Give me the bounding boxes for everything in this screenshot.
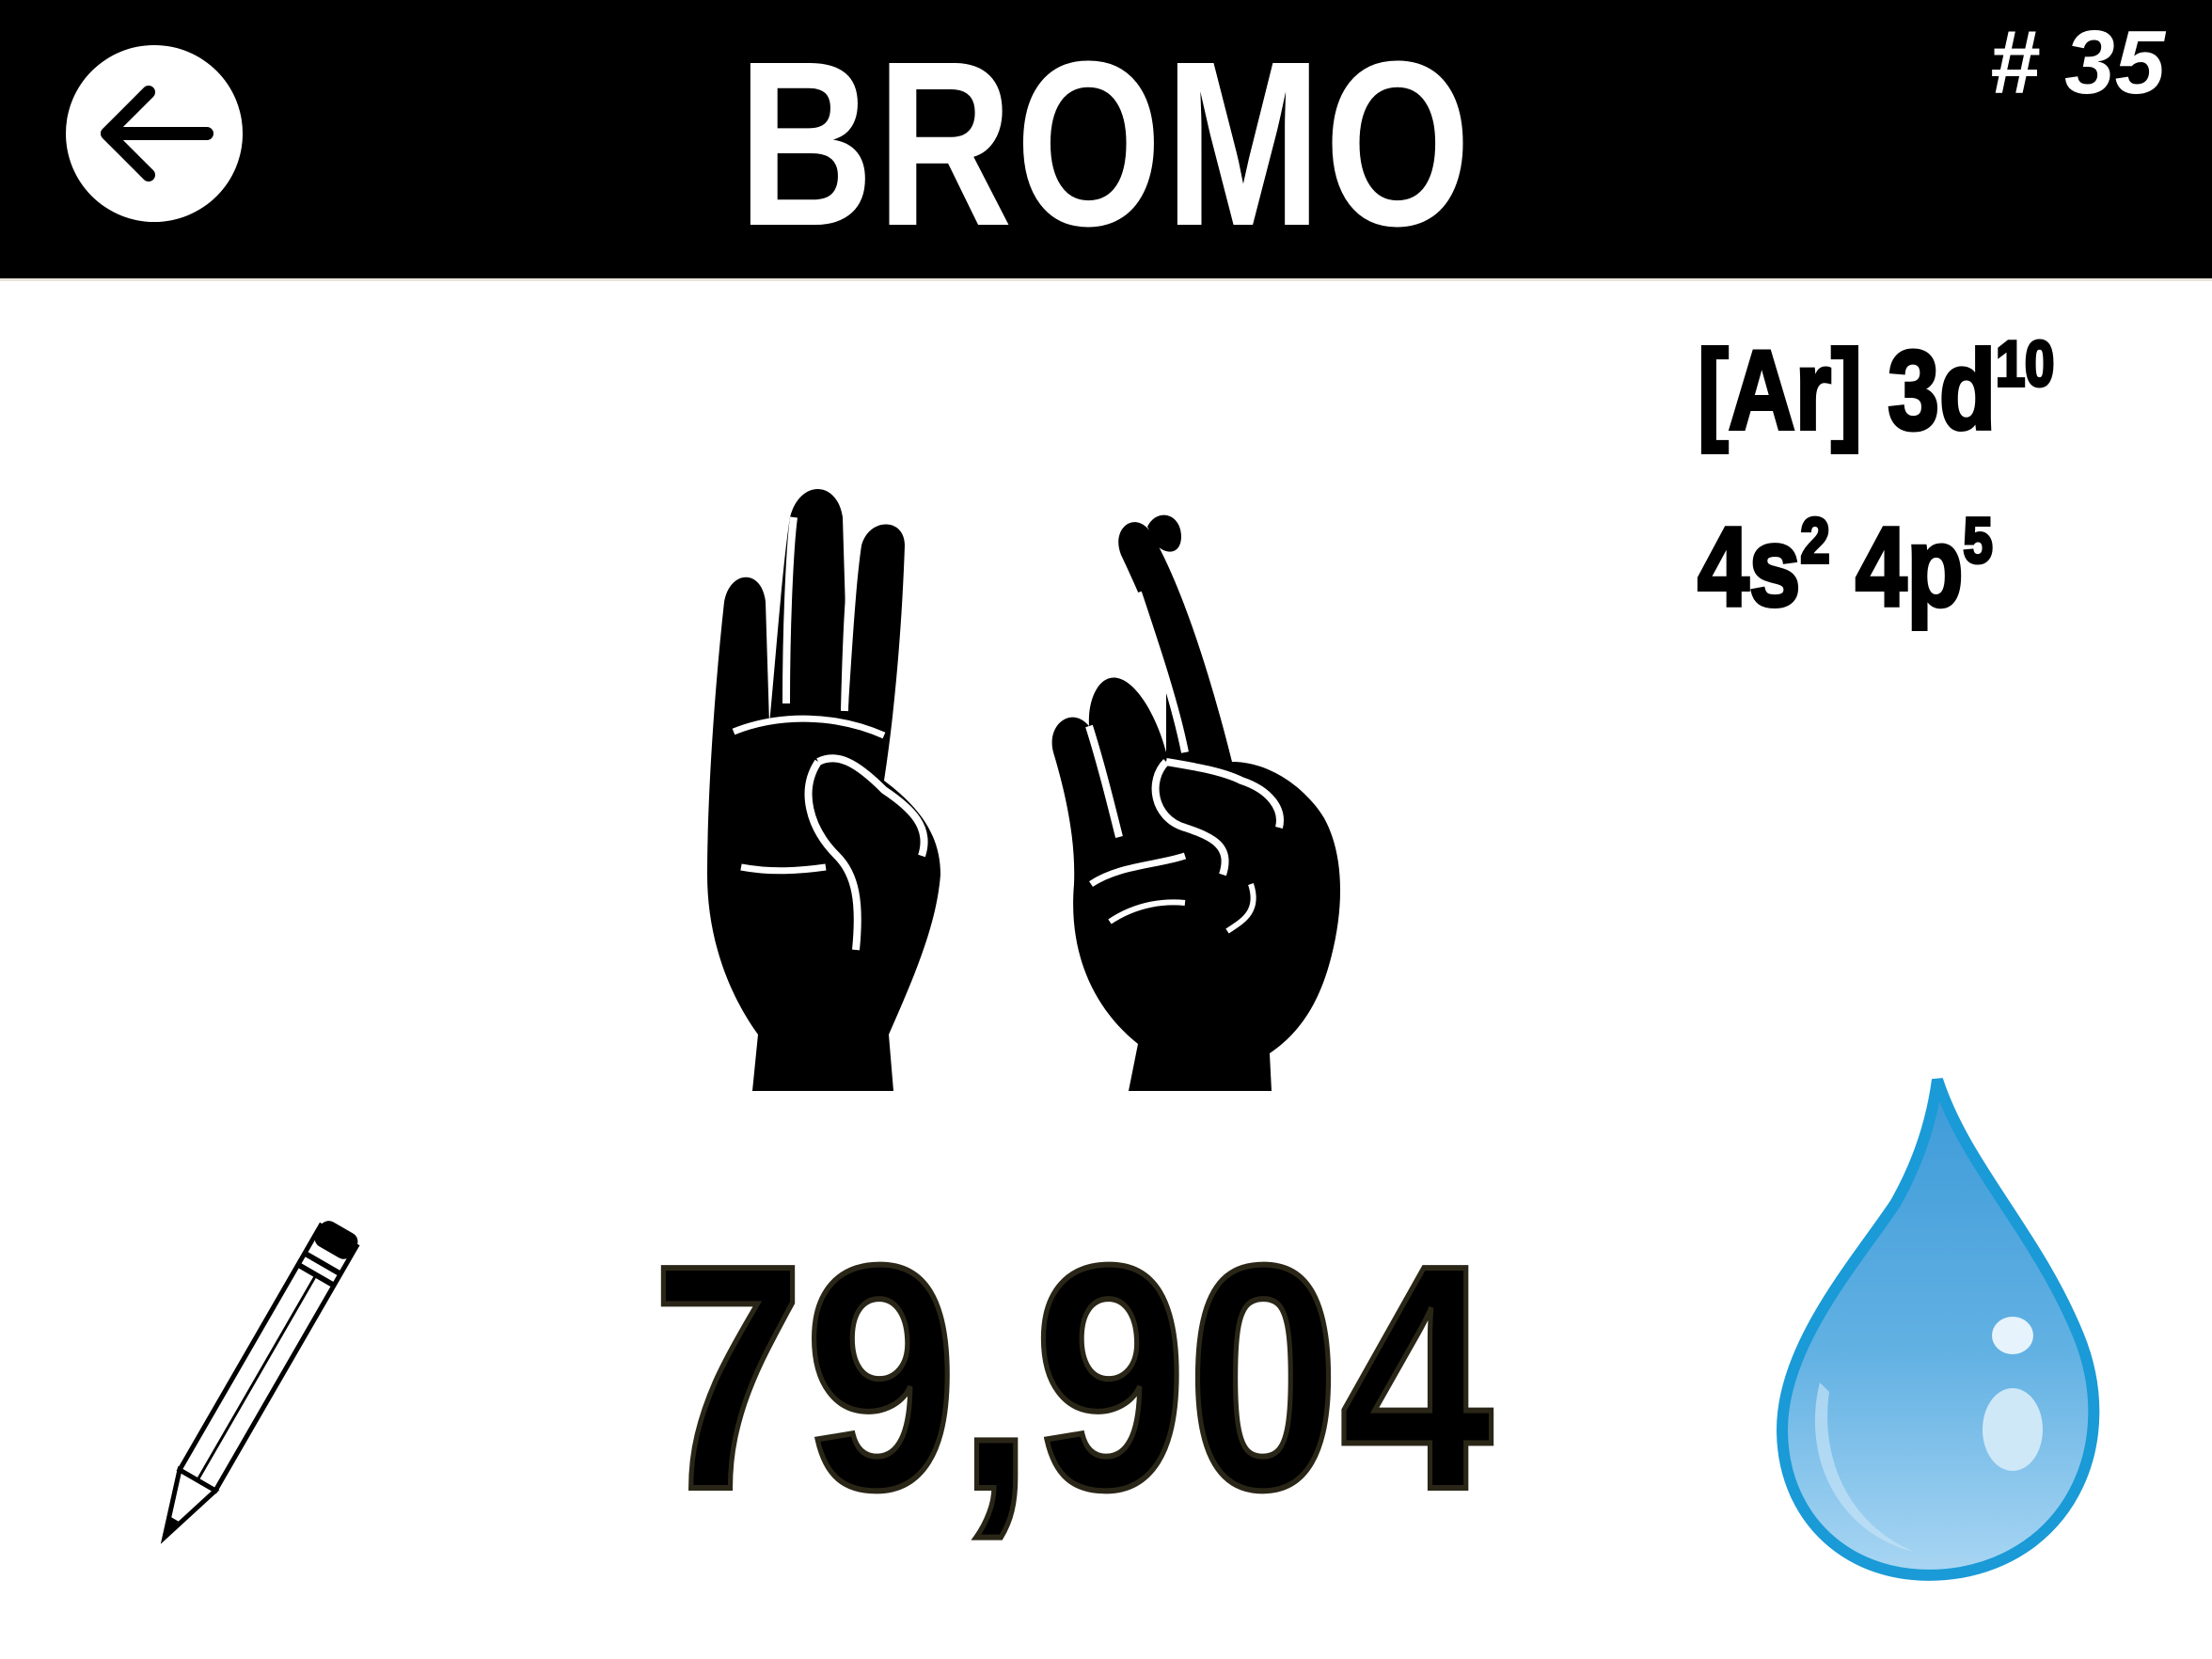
electron-configuration: [Ar] 3d10 4s2 4p5: [1696, 310, 2098, 664]
sign-language-hands-icon: [707, 489, 1341, 1091]
back-button[interactable]: [66, 45, 243, 222]
config-s-shell: 4s: [1696, 502, 1802, 632]
config-line-2: 4s2 4p5: [1696, 487, 2098, 664]
config-s-superscript: 2: [1799, 503, 1831, 578]
pencil-icon[interactable]: [122, 1185, 386, 1580]
header-bar: BROMO # 35: [0, 0, 2212, 278]
config-core: [Ar] 3d: [1696, 325, 1997, 455]
liquid-drop-icon: [1776, 1078, 2100, 1581]
config-p-shell: 4p: [1854, 502, 1965, 632]
header-divider: [0, 278, 2212, 281]
atomic-mass: 79,904: [649, 1196, 1494, 1559]
atomic-number: # 35: [1989, 12, 2165, 113]
arrow-left-icon: [101, 86, 213, 182]
hand-sign-b-icon: [707, 489, 940, 1091]
config-line-1: [Ar] 3d10: [1696, 310, 2098, 487]
hand-sign-r-icon: [1051, 514, 1341, 1091]
config-d-superscript: 10: [1994, 326, 2055, 402]
config-p-superscript: 5: [1962, 503, 1994, 578]
element-name: BROMO: [737, 12, 1475, 275]
